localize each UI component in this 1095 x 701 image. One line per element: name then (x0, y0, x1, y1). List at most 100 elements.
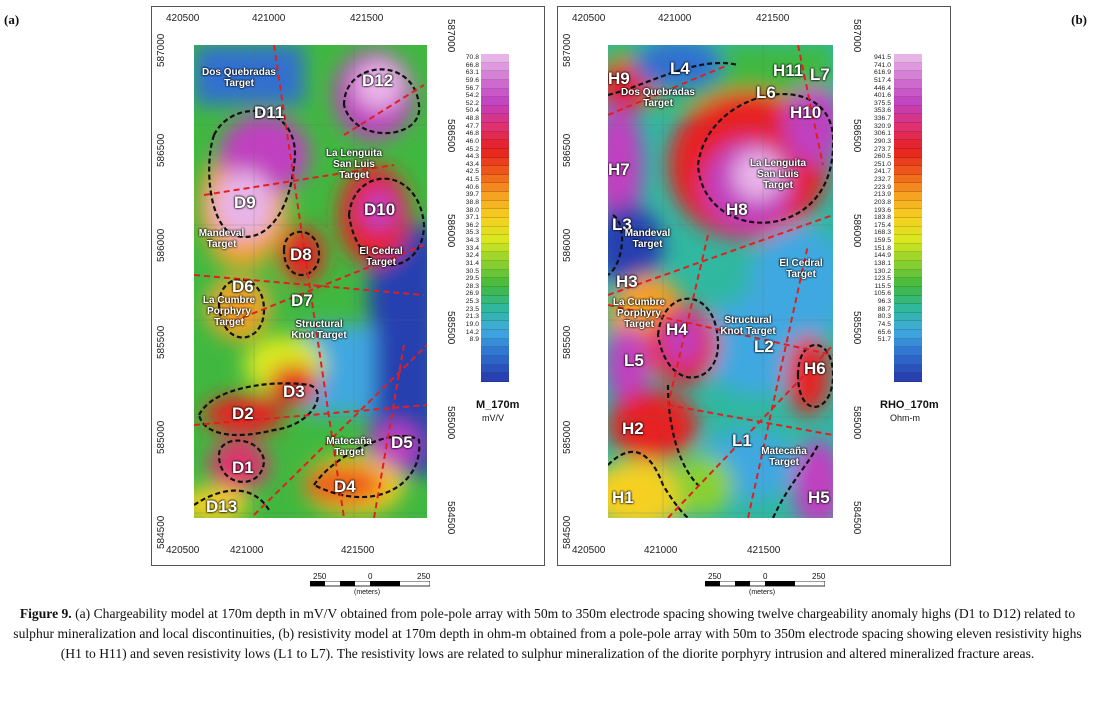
chargeability-map-panel: 420500 421000 421500 420500 421000 42150… (151, 6, 545, 566)
colorbar-cell (481, 286, 509, 296)
colorbar-tick-label: 130.2 (873, 267, 891, 275)
target-label: El Cedral Target (779, 258, 823, 280)
anomaly-label: L6 (756, 83, 776, 102)
colorbar-cell (894, 226, 922, 236)
target-label: La Lenguita San Luis Target (749, 158, 807, 191)
x-tick-top: 421500 (756, 13, 790, 24)
anomaly-label: D9 (234, 193, 256, 212)
colorbar-cell (894, 105, 922, 115)
colorbar-tick-label: 65.6 (877, 328, 891, 336)
scale-bar-tick: 250 (417, 572, 431, 581)
colorbar-tick-label: 175.4 (873, 221, 891, 229)
x-tick-top: 421500 (350, 13, 384, 24)
target-label: Matecaña Target (761, 446, 807, 468)
colorbar-tick-label: 23.5 (465, 305, 479, 313)
y-tick-left: 586500 (562, 133, 573, 167)
anomaly-label: D12 (362, 71, 394, 90)
chargeability-map-image: D12 D11 D9 D10 D8 D6 D7 D3 D2 D1 D4 D5 D… (194, 45, 427, 518)
colorbar-tick-label: 54.2 (465, 92, 479, 100)
colorbar-tick-label: 241.7 (873, 168, 891, 176)
colorbar-tick-label: 115.5 (874, 282, 891, 290)
anomaly-label: D4 (334, 477, 356, 496)
colorbar-tick-label: 193.6 (873, 206, 891, 214)
colorbar-cell (894, 269, 922, 279)
colorbar-tick-label: 151.8 (873, 244, 891, 252)
y-tick-right: 587000 (851, 19, 862, 53)
anomaly-label: H3 (616, 272, 638, 291)
colorbar-cell (894, 123, 922, 132)
colorbar-tick-label: 28.3 (465, 282, 479, 290)
colorbar-cell (894, 174, 922, 184)
colorbar-cell (894, 166, 922, 175)
colorbar-cell (481, 166, 509, 175)
colorbar-cell (894, 243, 922, 253)
colorbar-cell (481, 373, 509, 382)
anomaly-label: D6 (232, 277, 254, 296)
colorbar-tick-label: 144.9 (873, 252, 891, 260)
y-tick-right: 584500 (851, 501, 862, 535)
colorbar-cell (894, 54, 922, 63)
colorbar-cell (481, 347, 509, 356)
y-tick-left: 587000 (156, 33, 167, 67)
colorbar-tick-label: 36.2 (465, 221, 479, 229)
y-tick-right: 585000 (851, 406, 862, 440)
anomaly-label: H9 (608, 69, 630, 88)
resistivity-map-image: H9 L4 H11 L7 L6 H10 H7 L3 H8 H3 H4 L5 L2… (608, 45, 833, 518)
colorbar-tick-label: 14.2 (465, 328, 479, 336)
caption-label: Figure 9. (19, 606, 72, 621)
colorbar-cell (481, 114, 509, 123)
colorbar-tick-label: 336.7 (873, 115, 891, 122)
anomaly-label: D11 (254, 103, 285, 122)
colorbar-cell (894, 373, 922, 382)
colorbar-title: M_170m (476, 399, 520, 411)
panel-a-letter: (a) (4, 12, 20, 27)
colorbar-cell (481, 217, 509, 227)
target-label: La Cumbre Porphyry Target (202, 295, 256, 328)
colorbar-cell (481, 269, 509, 279)
colorbar-tick-label: 70.8 (465, 54, 479, 61)
anomaly-label: H11 (773, 61, 804, 80)
anomaly-label: L1 (732, 431, 752, 450)
scale-bar-unit: (meters) (749, 589, 776, 596)
target-label: Matecaña Target (326, 436, 372, 458)
colorbar-cell (894, 148, 922, 158)
colorbar-tick-label: 941.5 (873, 54, 891, 61)
colorbar-tick-label: 96.3 (877, 298, 891, 305)
colorbar-cell (481, 140, 509, 149)
colorbar-cell (894, 330, 922, 339)
colorbar-tick-label: 741.0 (873, 61, 891, 69)
y-tick-right: 584500 (445, 501, 456, 535)
colorbar-tick-label: 38.8 (465, 198, 479, 206)
colorbar-tick-label: 260.5 (873, 153, 891, 161)
colorbar-tick-label: 32.4 (465, 252, 479, 260)
colorbar-cell (894, 200, 922, 210)
colorbar-cell (481, 209, 509, 218)
colorbar-cell (894, 321, 922, 330)
colorbar-tick-label: 26.9 (465, 290, 479, 298)
colorbar-tick-label: 80.3 (877, 313, 891, 321)
scale-bar-tick: 250 (708, 572, 722, 581)
colorbar-cell (894, 114, 922, 123)
y-tick-left: 586000 (562, 228, 573, 262)
colorbar-cell (481, 123, 509, 132)
colorbar-tick-label: 46.8 (465, 130, 479, 138)
colorbar-tick-label: 40.6 (465, 183, 479, 191)
anomaly-label: H6 (804, 359, 826, 378)
colorbar-cell (894, 62, 922, 72)
colorbar-tick-label: 29.5 (465, 275, 479, 283)
colorbar-cell (894, 355, 922, 365)
scale-bar-unit: (meters) (354, 589, 381, 596)
x-tick-top: 420500 (166, 13, 200, 24)
colorbar-tick-label: 43.4 (465, 160, 479, 168)
colorbar-tick-label: 8.9 (469, 336, 479, 344)
colorbar-cell (894, 79, 922, 89)
colorbar-cell (481, 192, 509, 201)
colorbar-tick-label: 35.3 (465, 229, 479, 237)
colorbar-cell (481, 131, 509, 141)
colorbar-tick-label: 25.3 (465, 298, 479, 305)
colorbar-tick-label: 223.9 (873, 183, 891, 191)
target-label: Structural Knot Target (720, 315, 776, 337)
colorbar-cell (481, 235, 509, 244)
colorbar-tick-label: 44.3 (465, 153, 479, 161)
colorbar-cell (481, 174, 509, 184)
